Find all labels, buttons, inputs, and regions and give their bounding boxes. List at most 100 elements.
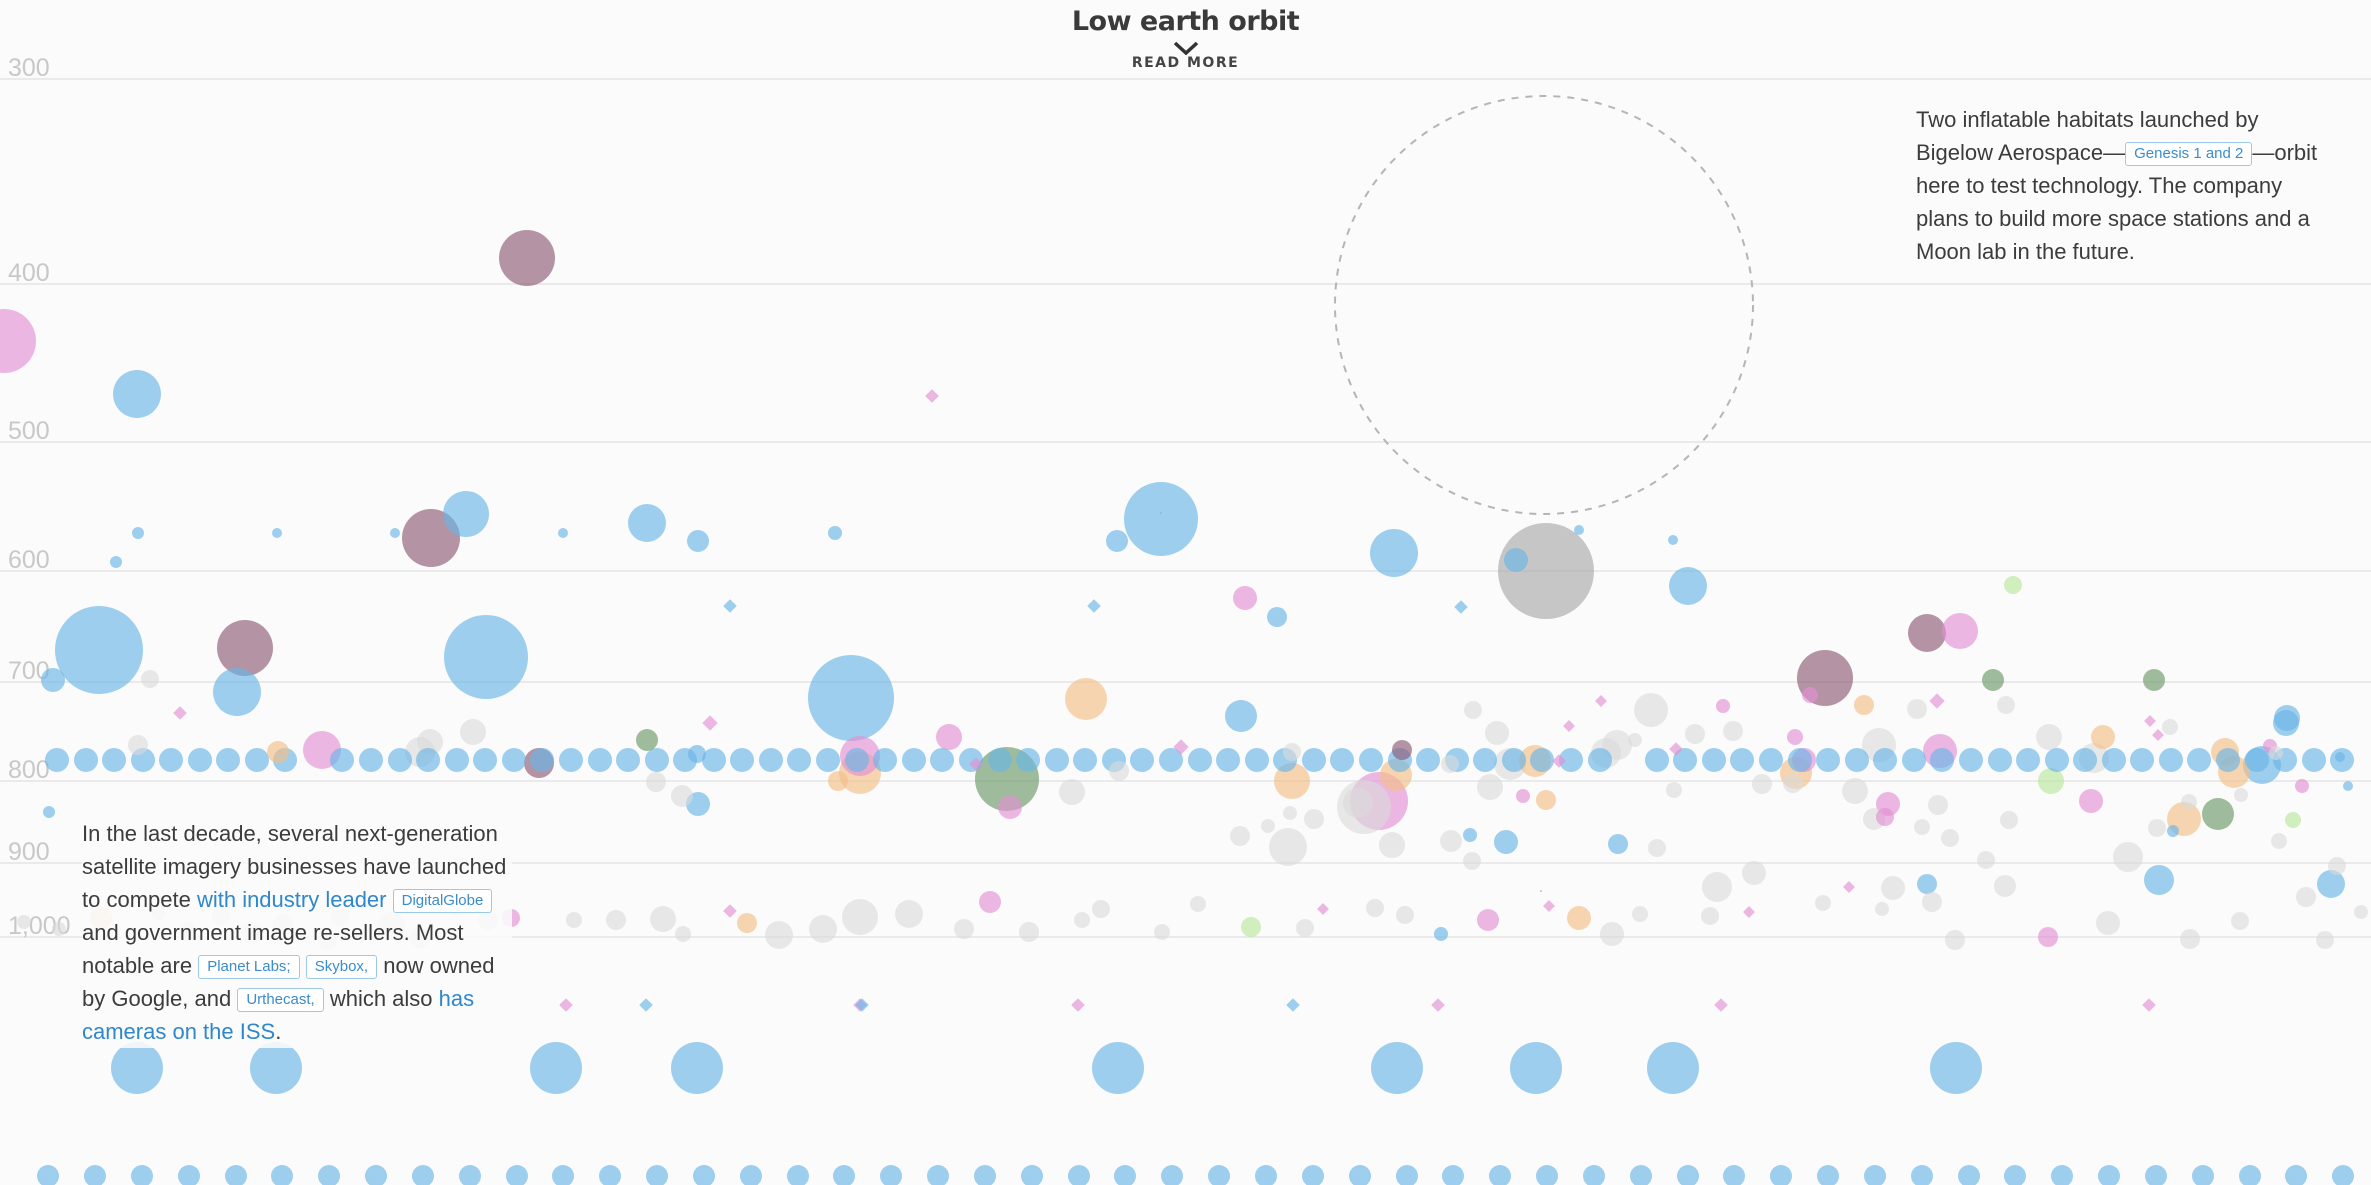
satellite-point[interactable] (1349, 1165, 1371, 1185)
satellite-point[interactable] (2148, 819, 2166, 837)
satellite-point[interactable] (1669, 567, 1707, 605)
satellite-point[interactable] (2302, 748, 2326, 772)
satellite-point[interactable] (365, 1165, 387, 1185)
satellite-point[interactable] (1109, 761, 1129, 781)
satellite-point[interactable] (2145, 1165, 2167, 1185)
satellite-point[interactable] (1701, 907, 1719, 925)
satellite-point[interactable] (1302, 748, 1326, 772)
satellite-point[interactable] (895, 900, 923, 928)
satellite-point[interactable] (1788, 748, 1812, 772)
satellite-point[interactable] (671, 1042, 723, 1094)
satellite-point[interactable] (1787, 729, 1803, 745)
satellite-diamond[interactable] (723, 904, 737, 918)
link-iss-cameras[interactable]: has cameras on the ISS (82, 986, 475, 1044)
satellite-point[interactable] (1092, 900, 1110, 918)
satellite-diamond[interactable] (702, 715, 718, 731)
satellite-point[interactable] (1516, 789, 1530, 803)
satellite-point[interactable] (74, 748, 98, 772)
satellite-point[interactable] (1677, 1165, 1699, 1185)
satellite-point[interactable] (880, 1165, 902, 1185)
satellite-point[interactable] (1274, 763, 1310, 799)
satellite-diamond[interactable] (559, 998, 573, 1012)
satellite-point[interactable] (1159, 748, 1183, 772)
satellite-point[interactable] (645, 748, 669, 772)
satellite-point[interactable] (687, 530, 709, 552)
satellite-point[interactable] (2051, 1165, 2073, 1185)
satellite-point[interactable] (1673, 748, 1697, 772)
satellite-point[interactable] (1530, 748, 1554, 772)
satellite-point[interactable] (1330, 748, 1354, 772)
satellite-point[interactable] (2096, 911, 2120, 935)
satellite-point[interactable] (1065, 678, 1107, 720)
satellite-point[interactable] (1489, 1165, 1511, 1185)
satellite-point[interactable] (2269, 746, 2283, 760)
satellite-point[interactable] (1370, 529, 1418, 577)
satellite-point[interactable] (2159, 748, 2183, 772)
satellite-point[interactable] (787, 1165, 809, 1185)
satellite-point[interactable] (998, 795, 1022, 819)
satellite-point[interactable] (1628, 733, 1642, 747)
satellite-point[interactable] (2162, 719, 2178, 735)
satellite-point[interactable] (1540, 890, 1542, 892)
satellite-point[interactable] (1059, 779, 1085, 805)
satellite-point[interactable] (1504, 548, 1528, 572)
satellite-point[interactable] (1045, 748, 1069, 772)
satellite-point[interactable] (2113, 842, 2143, 872)
satellite-point[interactable] (1190, 896, 1206, 912)
satellite-point[interactable] (2073, 748, 2097, 772)
satellite-point[interactable] (1396, 1165, 1418, 1185)
satellite-point[interactable] (1928, 795, 1948, 815)
satellite-point[interactable] (671, 785, 693, 807)
satellite-point[interactable] (1343, 788, 1373, 818)
satellite-point[interactable] (499, 230, 555, 286)
satellite-point[interactable] (1574, 525, 1584, 535)
satellite-point[interactable] (1742, 861, 1766, 885)
satellite-point[interactable] (1366, 899, 1384, 917)
satellite-point[interactable] (1908, 614, 1946, 652)
satellite-point[interactable] (1359, 748, 1383, 772)
satellite-point[interactable] (1440, 830, 1462, 852)
satellite-point[interactable] (2316, 931, 2334, 949)
satellite-point[interactable] (159, 748, 183, 772)
satellite-point[interactable] (445, 748, 469, 772)
satellite-point[interactable] (459, 1165, 481, 1185)
satellite-point[interactable] (1216, 748, 1240, 772)
satellite-point[interactable] (1994, 875, 2016, 897)
satellite-point[interactable] (702, 748, 726, 772)
satellite-point[interactable] (1130, 748, 1154, 772)
satellite-point[interactable] (2004, 576, 2022, 594)
satellite-point[interactable] (1068, 1165, 1090, 1185)
satellite-point[interactable] (2000, 811, 2018, 829)
satellite-point[interactable] (217, 620, 273, 676)
satellite-point[interactable] (1959, 748, 1983, 772)
satellite-point[interactable] (1817, 1165, 1839, 1185)
satellite-point[interactable] (1702, 872, 1732, 902)
satellite-point[interactable] (1392, 740, 1412, 760)
satellite-point[interactable] (1685, 724, 1705, 744)
satellite-point[interactable] (650, 906, 676, 932)
satellite-point[interactable] (2004, 1165, 2026, 1185)
satellite-point[interactable] (828, 526, 842, 540)
satellite-point[interactable] (52, 922, 66, 936)
satellite-diamond[interactable] (2144, 715, 2156, 727)
satellite-point[interactable] (1988, 748, 2012, 772)
satellite-point[interactable] (37, 1165, 59, 1185)
satellite-point[interactable] (2271, 833, 2287, 849)
satellite-point[interactable] (740, 1165, 762, 1185)
satellite-point[interactable] (1241, 917, 1261, 937)
satellite-point[interactable] (84, 1165, 106, 1185)
satellite-point[interactable] (2239, 1165, 2261, 1185)
satellite-point[interactable] (2296, 887, 2316, 907)
satellite-point[interactable] (2079, 789, 2103, 813)
satellite-point[interactable] (808, 655, 894, 741)
satellite-point[interactable] (1668, 535, 1678, 545)
satellite-point[interactable] (1902, 748, 1926, 772)
satellite-point[interactable] (2335, 752, 2345, 762)
satellite-point[interactable] (2274, 705, 2300, 731)
satellite-point[interactable] (636, 729, 658, 751)
satellite-point[interactable] (1019, 922, 1039, 942)
satellite-point[interactable] (55, 606, 143, 694)
satellite-point[interactable] (927, 1165, 949, 1185)
satellite-point[interactable] (1958, 1165, 1980, 1185)
satellite-point[interactable] (1114, 1165, 1136, 1185)
